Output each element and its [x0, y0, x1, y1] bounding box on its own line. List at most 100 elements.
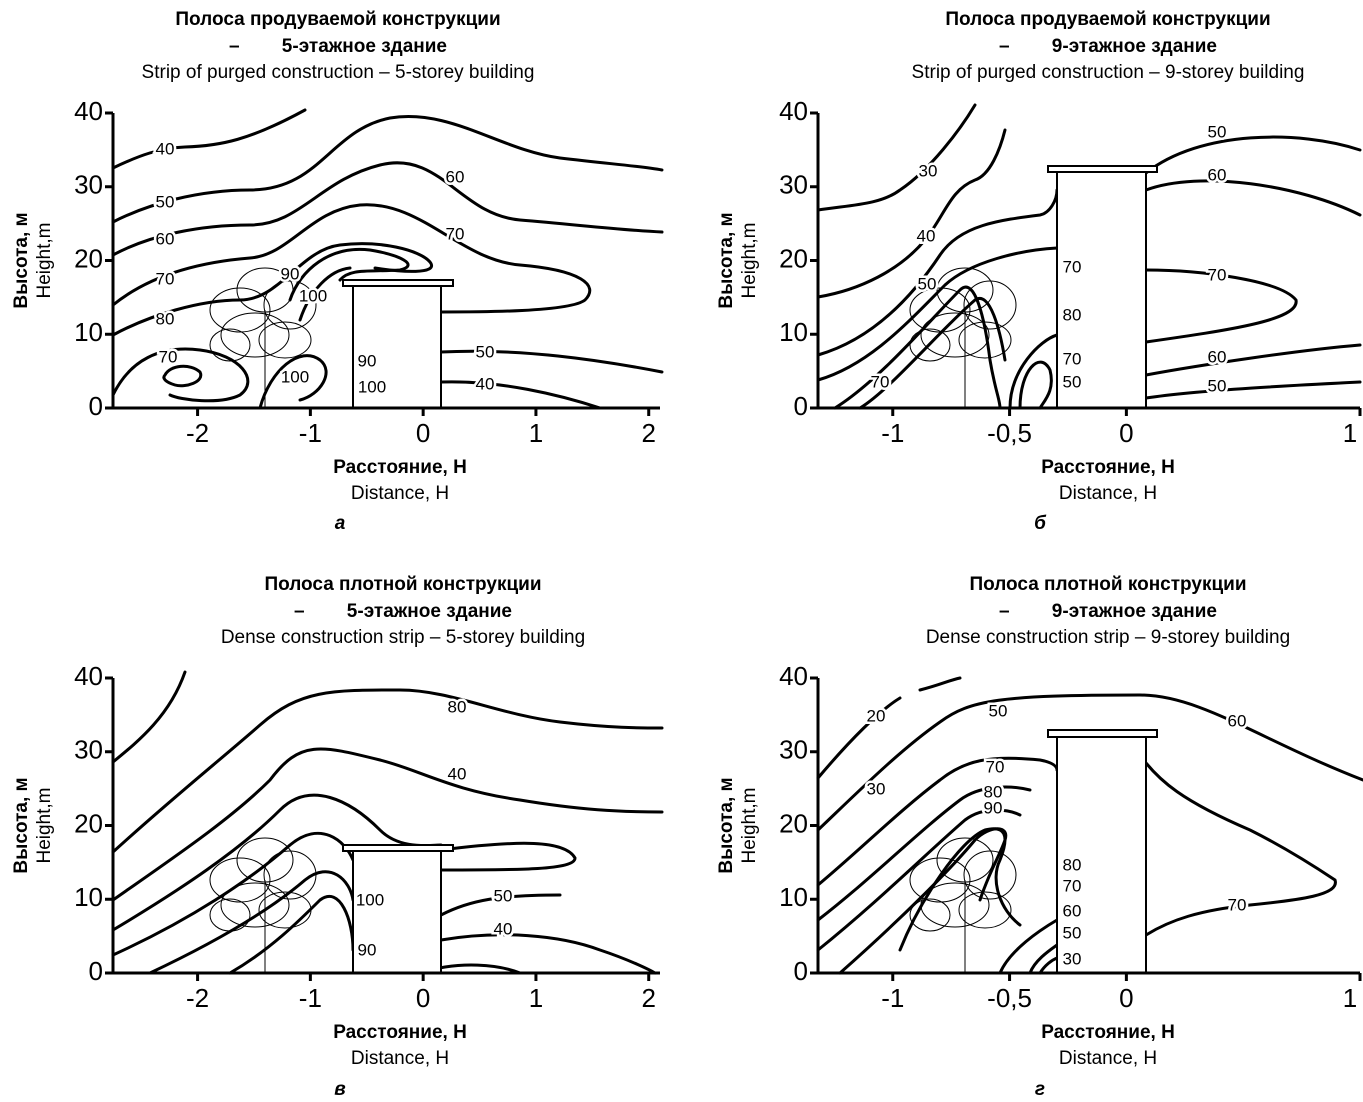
- y-tick-label: 0: [794, 956, 808, 986]
- y-tick-label: 40: [779, 661, 808, 691]
- contour-line: [111, 670, 187, 764]
- contour-label: 60: [1063, 901, 1082, 920]
- contour-line: [111, 688, 664, 854]
- tree-crown: [963, 850, 1017, 900]
- contour-label: 100: [299, 286, 327, 305]
- x-axis-label: Расстояние, H: [1041, 457, 1175, 478]
- chart-title: Полоса плотной конструкции: [969, 574, 1246, 595]
- chart-subtitle: – 5-этажное здание: [294, 601, 512, 622]
- contour-label: 50: [156, 192, 175, 211]
- x-tick-label: 1: [1343, 983, 1357, 1013]
- contour-label: 70: [1063, 876, 1082, 895]
- y-tick-label: 40: [74, 661, 103, 691]
- contour-line: [1144, 135, 1362, 175]
- contour-line: [816, 246, 1059, 382]
- contour-line: [111, 203, 592, 314]
- contour-line: [816, 103, 977, 212]
- contour-label: 70: [871, 372, 890, 391]
- contour-label: 80: [1063, 305, 1082, 324]
- contour-label: 30: [1063, 949, 1082, 968]
- contour-line: [439, 380, 602, 410]
- contour-line: [439, 349, 664, 374]
- x-tick-label: 2: [641, 983, 655, 1013]
- y-tick-label: 20: [779, 808, 808, 838]
- contour-label: 80: [156, 309, 175, 328]
- contour-label: 90: [281, 264, 300, 283]
- y-axis-label: Высота, м: [11, 212, 32, 308]
- contour-line: [111, 161, 664, 257]
- contour-line: [162, 364, 203, 388]
- y-tick-label: 10: [74, 317, 103, 347]
- contour-line: [816, 128, 1007, 299]
- contour-label: 70: [156, 269, 175, 288]
- building: [352, 284, 442, 409]
- panel: Полоса продуваемой конструкции – 9-этажно…: [716, 9, 1362, 534]
- y-axis-label-en: Height,m: [34, 222, 55, 298]
- panel-label: в: [334, 1079, 345, 1100]
- contour-line: [111, 831, 355, 957]
- contour-label: 50: [494, 886, 513, 905]
- contour-label: 70: [159, 347, 178, 366]
- y-tick-label: 40: [779, 96, 808, 126]
- contour-line: [1038, 956, 1059, 975]
- contour-line: [816, 696, 902, 780]
- y-axis-label-en: Height,m: [739, 222, 760, 298]
- contour-line: [288, 247, 410, 302]
- x-tick-label: -1: [881, 418, 904, 448]
- x-tick-label: 1: [1343, 418, 1357, 448]
- x-axis-label-en: Distance, H: [1059, 1048, 1157, 1069]
- contour-line: [228, 895, 355, 975]
- x-tick-label: -0,5: [987, 418, 1032, 448]
- x-tick-label: -0,5: [987, 983, 1032, 1013]
- x-axis-label-en: Distance, H: [351, 1048, 449, 1069]
- building: [352, 850, 442, 974]
- y-tick-label: 20: [74, 243, 103, 273]
- contour-line: [898, 827, 1022, 952]
- y-axis-label: Высота, м: [716, 212, 737, 308]
- contour-line: [298, 266, 352, 322]
- contour-line: [1144, 343, 1362, 377]
- building-roof: [1047, 165, 1158, 173]
- contour-label: 30: [867, 779, 886, 798]
- panel-label: б: [1034, 513, 1047, 534]
- contour-line: [833, 285, 1002, 410]
- y-tick-label: 10: [779, 317, 808, 347]
- y-axis-label: Высота, м: [716, 777, 737, 873]
- contour-label: 70: [986, 757, 1005, 776]
- contour-line: [1144, 761, 1337, 937]
- contour-line: [439, 893, 562, 917]
- contour-label: 40: [494, 919, 513, 938]
- chart-title-en: Dense construction strip – 9-storey buil…: [926, 627, 1290, 648]
- tree-crown: [263, 280, 317, 330]
- tree-crown: [220, 312, 290, 358]
- contour-label: 60: [1208, 347, 1227, 366]
- tree-crown: [963, 280, 1017, 330]
- y-tick-label: 10: [779, 882, 808, 912]
- contour-label: 50: [1208, 376, 1227, 395]
- y-tick-label: 0: [794, 391, 808, 421]
- contour-line: [816, 188, 1059, 357]
- contour-label: 80: [1063, 855, 1082, 874]
- contour-label: 40: [156, 139, 175, 158]
- contour-label: 50: [1208, 122, 1227, 141]
- contour-label: 30: [919, 161, 938, 180]
- contour-line: [858, 296, 1007, 410]
- x-tick-label: -1: [881, 983, 904, 1013]
- panel: Полоса плотной конструкции – 5-этажное зд…: [11, 574, 664, 1100]
- x-tick-label: 0: [416, 983, 430, 1013]
- chart-title: Полоса плотной конструкции: [264, 574, 541, 595]
- building-roof: [1047, 729, 1158, 738]
- y-tick-label: 0: [89, 956, 103, 986]
- building: [1056, 171, 1147, 409]
- contour-line: [816, 693, 1363, 832]
- chart-title: Полоса продуваемой конструкции: [945, 9, 1270, 30]
- tree-crown: [909, 857, 971, 903]
- tree-crown: [258, 321, 312, 359]
- y-axis-label-en: Height,m: [739, 787, 760, 863]
- panel: Полоса продуваемой конструкции – 5-этажно…: [11, 9, 664, 534]
- contour-line: [148, 870, 355, 975]
- x-tick-label: 1: [529, 983, 543, 1013]
- y-tick-label: 20: [74, 808, 103, 838]
- contour-line: [111, 115, 664, 224]
